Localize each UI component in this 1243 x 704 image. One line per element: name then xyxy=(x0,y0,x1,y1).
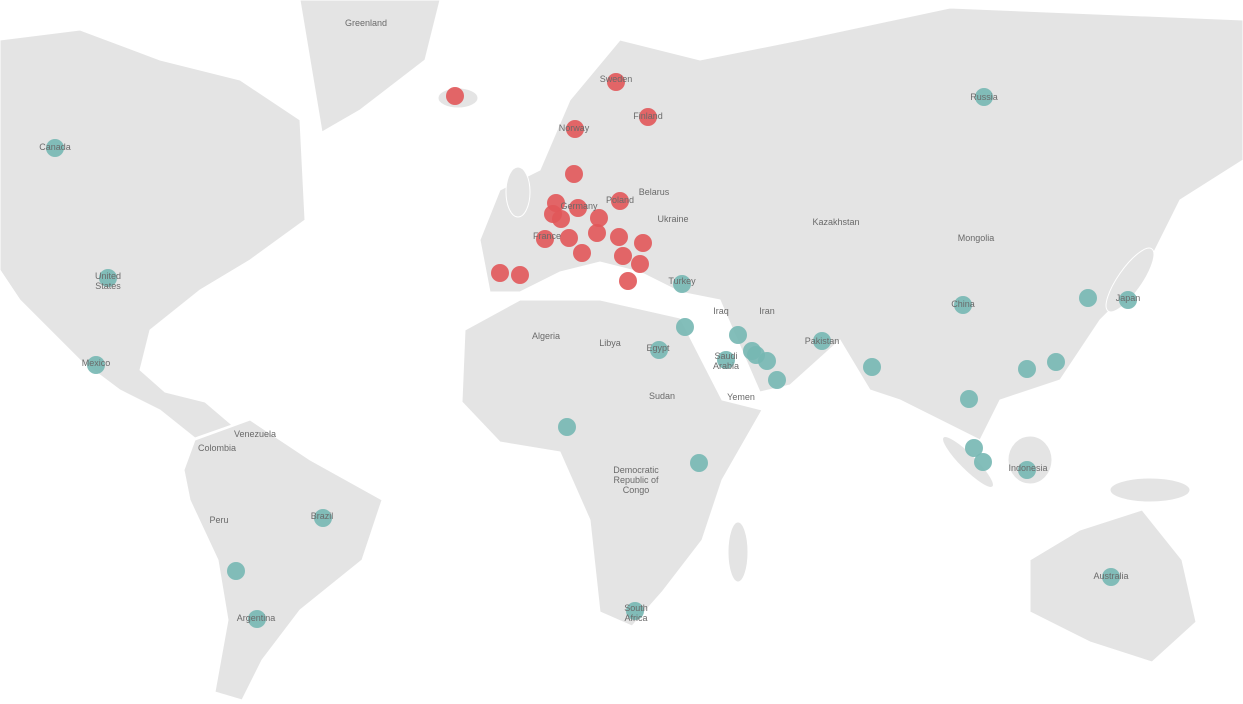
location-marker[interactable] xyxy=(975,88,993,106)
country-label: Germany xyxy=(560,201,598,211)
new-guinea xyxy=(1109,477,1191,503)
japan xyxy=(1105,247,1155,313)
country-label: Norway xyxy=(558,123,590,133)
location-marker[interactable] xyxy=(610,228,628,246)
location-marker[interactable] xyxy=(650,341,668,359)
markers xyxy=(46,73,1137,628)
location-marker[interactable] xyxy=(446,87,464,105)
location-marker[interactable] xyxy=(1018,360,1036,378)
location-marker[interactable] xyxy=(626,602,644,620)
location-marker[interactable] xyxy=(552,210,570,228)
location-marker[interactable] xyxy=(673,275,691,293)
location-marker[interactable] xyxy=(491,264,509,282)
country-label: Pakistan xyxy=(804,336,840,346)
eurasia xyxy=(479,7,1243,441)
country-label: Canada xyxy=(39,142,71,152)
location-marker[interactable] xyxy=(631,255,649,273)
country-label: Indonesia xyxy=(1008,463,1048,473)
country-label: Sweden xyxy=(599,74,633,84)
location-marker[interactable] xyxy=(863,358,881,376)
country-label: Yemen xyxy=(727,392,755,402)
country-label: Saudi Arabia xyxy=(712,351,739,371)
location-marker[interactable] xyxy=(954,296,972,314)
country-label: South Africa xyxy=(624,603,648,623)
country-label: Sudan xyxy=(648,391,676,401)
africa xyxy=(461,299,763,627)
country-label: Belarus xyxy=(638,187,670,197)
location-marker[interactable] xyxy=(768,371,786,389)
country-label: Libya xyxy=(599,338,621,348)
country-label: Turkey xyxy=(668,276,696,286)
country-label: United States xyxy=(94,271,121,291)
location-marker[interactable] xyxy=(965,439,983,457)
location-marker[interactable] xyxy=(588,224,606,242)
country-label: France xyxy=(532,231,561,241)
location-marker[interactable] xyxy=(634,234,652,252)
location-marker[interactable] xyxy=(573,244,591,262)
location-marker[interactable] xyxy=(560,229,578,247)
country-label: Mongolia xyxy=(957,233,995,243)
country-label: Kazakhstan xyxy=(812,217,860,227)
country-label: Iraq xyxy=(713,306,729,316)
location-marker[interactable] xyxy=(813,332,831,350)
location-marker[interactable] xyxy=(717,351,735,369)
madagascar xyxy=(727,521,749,583)
location-marker[interactable] xyxy=(566,120,584,138)
location-marker[interactable] xyxy=(639,108,657,126)
location-marker[interactable] xyxy=(558,418,576,436)
location-marker[interactable] xyxy=(1102,568,1120,586)
south-america xyxy=(183,419,383,701)
location-marker[interactable] xyxy=(1047,353,1065,371)
location-marker[interactable] xyxy=(758,352,776,370)
britain xyxy=(505,166,531,218)
country-label: Poland xyxy=(605,195,635,205)
country-label: Brazil xyxy=(310,511,334,521)
location-marker[interactable] xyxy=(511,266,529,284)
country-label: Colombia xyxy=(197,443,237,453)
australia xyxy=(1029,509,1197,663)
country-label: Ukraine xyxy=(657,214,689,224)
location-marker[interactable] xyxy=(87,356,105,374)
country-label: Mexico xyxy=(81,358,111,368)
greenland xyxy=(299,0,441,133)
location-marker[interactable] xyxy=(565,165,583,183)
country-label: Russia xyxy=(970,92,998,102)
location-marker[interactable] xyxy=(227,562,245,580)
country-label: Egypt xyxy=(646,343,670,353)
location-marker[interactable] xyxy=(729,326,747,344)
country-label: Finland xyxy=(633,111,663,121)
location-marker[interactable] xyxy=(1018,461,1036,479)
country-label: Venezuela xyxy=(233,429,277,439)
location-marker[interactable] xyxy=(569,199,587,217)
location-marker[interactable] xyxy=(974,453,992,471)
country-label: Democratic Republic of Congo xyxy=(613,465,659,495)
country-label: Peru xyxy=(209,515,229,525)
location-marker[interactable] xyxy=(314,509,332,527)
country-label: Iran xyxy=(759,306,775,316)
location-marker[interactable] xyxy=(46,139,64,157)
north-america xyxy=(0,29,306,439)
location-marker[interactable] xyxy=(607,73,625,91)
location-marker[interactable] xyxy=(536,230,554,248)
location-marker[interactable] xyxy=(1079,289,1097,307)
location-marker[interactable] xyxy=(676,318,694,336)
location-marker[interactable] xyxy=(960,390,978,408)
location-marker[interactable] xyxy=(614,247,632,265)
country-label: Argentina xyxy=(236,613,276,623)
location-marker[interactable] xyxy=(690,454,708,472)
country-label: Japan xyxy=(1115,293,1141,303)
location-marker[interactable] xyxy=(1119,291,1137,309)
country-label: Algeria xyxy=(531,331,560,341)
location-marker[interactable] xyxy=(248,610,266,628)
country-label: China xyxy=(951,299,975,309)
country-label: Greenland xyxy=(344,18,388,28)
country-label: Australia xyxy=(1093,571,1129,581)
location-marker[interactable] xyxy=(619,272,637,290)
location-marker[interactable] xyxy=(590,209,608,227)
location-marker[interactable] xyxy=(99,269,117,287)
location-marker[interactable] xyxy=(611,192,629,210)
